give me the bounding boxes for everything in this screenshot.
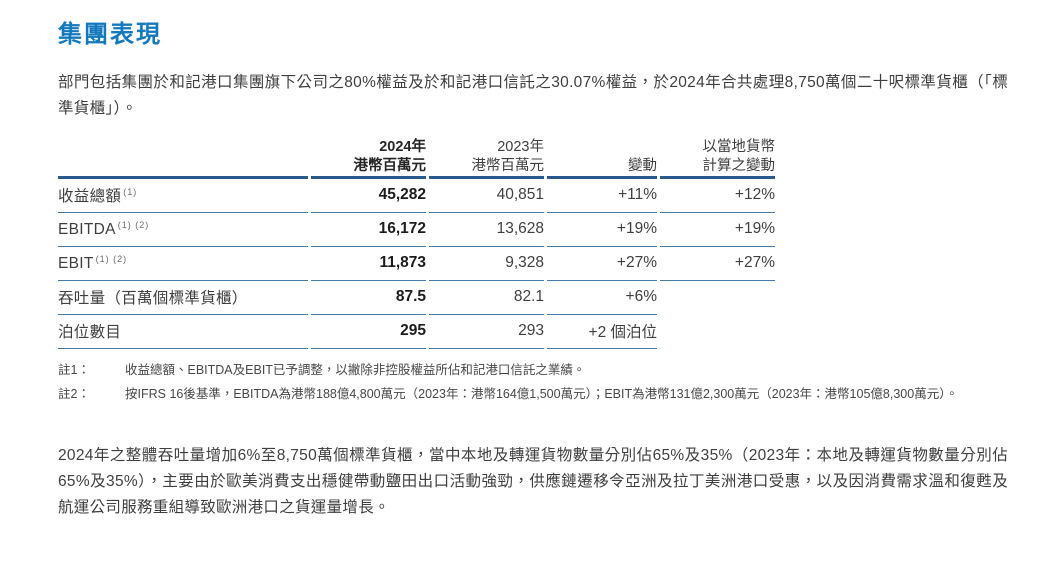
performance-table-body: 2024年 港幣百萬元 2023年 港幣百萬元 變動 以當地貨幣 計算之變動 收… bbox=[58, 138, 775, 349]
column-header-local-currency: 以當地貨幣 計算之變動 bbox=[660, 138, 775, 179]
local-currency-change-cell: +19% bbox=[660, 213, 775, 247]
table-row: 泊位數目 295 293 +2 個泊位 bbox=[58, 315, 775, 349]
local-currency-change-cell bbox=[660, 281, 775, 315]
footnote: 註1： 收益總額、EBITDA及EBIT已予調整，以撇除非控股權益所佔和記港口信… bbox=[58, 362, 1008, 379]
column-header-local-line2: 計算之變動 bbox=[702, 157, 776, 174]
metric-cell: 收益總額 (1) bbox=[58, 179, 308, 213]
value-2024-cell: 16,172 bbox=[311, 213, 426, 247]
value-2023-cell: 293 bbox=[429, 315, 544, 349]
table-header-row: 2024年 港幣百萬元 2023年 港幣百萬元 變動 以當地貨幣 計算之變動 bbox=[58, 138, 775, 179]
table-row: 吞吐量（百萬個標準貨櫃） 87.5 82.1 +6% bbox=[58, 281, 775, 315]
footnotes: 註1： 收益總額、EBITDA及EBIT已予調整，以撇除非控股權益所佔和記港口信… bbox=[58, 362, 1008, 403]
footnote-label: 註1： bbox=[58, 362, 90, 377]
metric-label: EBITDA bbox=[58, 220, 116, 238]
metric-cell: EBIT (1) (2) bbox=[58, 247, 308, 281]
performance-table: 2024年 港幣百萬元 2023年 港幣百萬元 變動 以當地貨幣 計算之變動 收… bbox=[55, 138, 778, 349]
column-header-metric bbox=[58, 138, 308, 179]
intro-paragraph: 部門包括集團於和記港口集團旗下公司之80%權益及於和記港口信託之30.07%權益… bbox=[58, 74, 1008, 117]
footnote-reference: (1) bbox=[123, 187, 138, 197]
table-row: EBITDA (1) (2) 16,172 13,628 +19% +19% bbox=[58, 213, 775, 247]
footnote: 註2： 按IFRS 16後基準，EBITDA為港幣188億4,800萬元（202… bbox=[58, 386, 1008, 403]
local-currency-change-cell: +27% bbox=[660, 247, 775, 281]
metric-label: EBIT bbox=[58, 254, 94, 272]
change-cell: +11% bbox=[547, 179, 657, 213]
value-2023-cell: 9,328 bbox=[429, 247, 544, 281]
column-header-change: 變動 bbox=[547, 138, 657, 179]
footnote-label: 註2： bbox=[58, 386, 90, 401]
page-title: 集團表現 bbox=[58, 22, 162, 48]
local-currency-change-cell bbox=[660, 315, 775, 349]
column-header-2024: 2024年 港幣百萬元 bbox=[311, 138, 426, 179]
metric-label: 收益總額 bbox=[58, 188, 122, 205]
footnote-text: 按IFRS 16後基準，EBITDA為港幣188億4,800萬元（2023年：港… bbox=[125, 386, 958, 401]
column-header-2023: 2023年 港幣百萬元 bbox=[429, 138, 544, 179]
value-2023-cell: 40,851 bbox=[429, 179, 544, 213]
column-header-2024-year: 2024年 bbox=[379, 138, 426, 155]
table-row: 收益總額 (1) 45,282 40,851 +11% +12% bbox=[58, 179, 775, 213]
change-cell: +6% bbox=[547, 281, 657, 315]
metric-label: 吞吐量（百萬個標準貨櫃） bbox=[58, 290, 248, 307]
column-header-2023-unit: 港幣百萬元 bbox=[471, 157, 545, 174]
metric-cell: 泊位數目 bbox=[58, 315, 308, 349]
value-2024-cell: 45,282 bbox=[311, 179, 426, 213]
column-header-2024-unit: 港幣百萬元 bbox=[353, 157, 427, 174]
footnote-reference: (1) (2) bbox=[117, 219, 150, 230]
metric-cell: 吞吐量（百萬個標準貨櫃） bbox=[58, 281, 308, 315]
footnote-text: 收益總額、EBITDA及EBIT已予調整，以撇除非控股權益所佔和記港口信託之業績… bbox=[125, 362, 586, 377]
change-cell: +27% bbox=[547, 247, 657, 281]
value-2023-cell: 13,628 bbox=[429, 213, 544, 247]
value-2024-cell: 87.5 bbox=[311, 281, 426, 315]
value-2023-cell: 82.1 bbox=[429, 281, 544, 315]
local-currency-change-cell: +12% bbox=[660, 179, 775, 213]
table-row: EBIT (1) (2) 11,873 9,328 +27% +27% bbox=[58, 247, 775, 281]
value-2024-cell: 295 bbox=[311, 315, 426, 349]
change-cell: +2 個泊位 bbox=[547, 315, 657, 349]
closing-paragraph: 2024年之整體吞吐量增加6%至8,750萬個標準貨櫃，當中本地及轉運貨物數量分… bbox=[58, 446, 1008, 516]
column-header-change-label: 變動 bbox=[628, 157, 657, 174]
metric-cell: EBITDA (1) (2) bbox=[58, 213, 308, 247]
column-header-2023-year: 2023年 bbox=[497, 138, 544, 155]
footnote-reference: (1) (2) bbox=[95, 253, 128, 264]
metric-label: 泊位數目 bbox=[58, 324, 122, 341]
change-cell: +19% bbox=[547, 213, 657, 247]
column-header-local-line1: 以當地貨幣 bbox=[702, 138, 776, 155]
value-2024-cell: 11,873 bbox=[311, 247, 426, 281]
